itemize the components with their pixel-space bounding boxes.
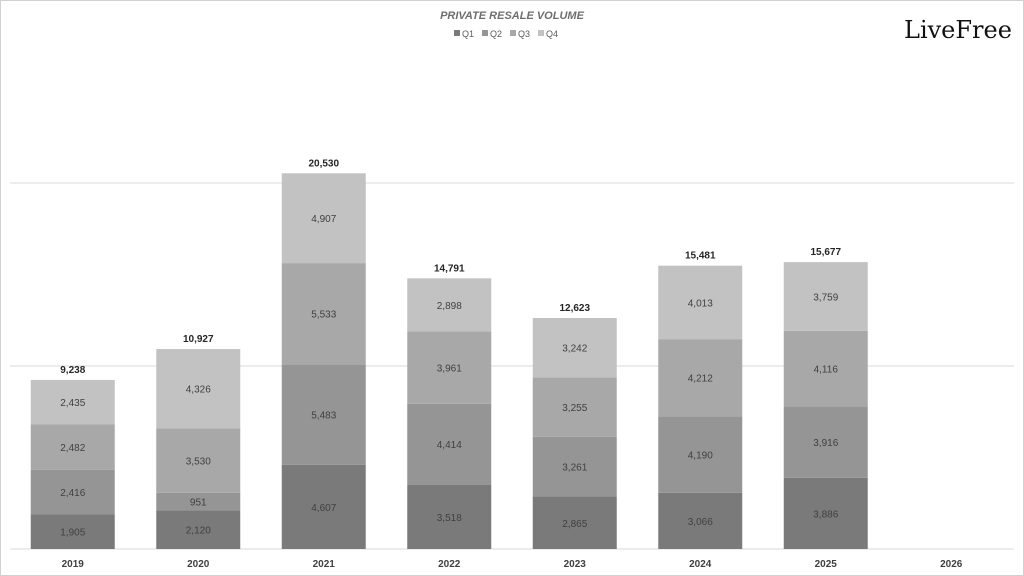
data-label-q3-2019: 2,482 <box>60 443 85 454</box>
data-label-q2-2019: 2,416 <box>60 488 85 499</box>
total-label-2023: 12,623 <box>559 303 590 314</box>
legend-swatch-q1 <box>454 30 460 36</box>
legend-label-q1: Q1 <box>462 29 474 39</box>
data-label-q3-2021: 5,533 <box>311 310 336 321</box>
bar-segment-q2-2024 <box>658 416 743 493</box>
bar-segment-q1-2020 <box>156 510 241 549</box>
data-label-q1-2019: 1,905 <box>60 528 85 539</box>
bar-segment-q2-2025 <box>783 406 868 478</box>
data-label-q2-2022: 4,414 <box>437 440 462 451</box>
bar-segment-q3-2023 <box>532 377 617 437</box>
bar-segment-q3-2021 <box>281 263 366 365</box>
bar-segment-q3-2024 <box>658 339 743 417</box>
x-tick-label-2023: 2023 <box>564 559 587 570</box>
total-label-2020: 10,927 <box>183 334 214 345</box>
data-label-q4-2020: 4,326 <box>186 385 211 396</box>
legend-swatch-q2 <box>482 30 488 36</box>
data-label-q1-2021: 4,607 <box>311 503 336 514</box>
chart-title: PRIVATE RESALE VOLUME <box>440 10 584 22</box>
bar-segment-q4-2020 <box>156 349 241 429</box>
legend-label-q3: Q3 <box>518 29 530 39</box>
bar-segment-q1-2024 <box>658 492 743 549</box>
data-label-q1-2025: 3,886 <box>813 509 838 520</box>
bar-segment-q2-2023 <box>532 436 617 497</box>
bar-segment-q4-2021 <box>281 173 366 264</box>
x-tick-label-2022: 2022 <box>438 559 461 570</box>
bar-segment-q1-2019 <box>30 514 115 549</box>
data-label-q1-2024: 3,066 <box>688 517 713 528</box>
bar-segment-q1-2021 <box>281 464 366 549</box>
total-label-2024: 15,481 <box>685 251 716 262</box>
bar-segment-q3-2025 <box>783 330 868 407</box>
data-label-q1-2020: 2,120 <box>186 526 211 537</box>
total-label-2019: 9,238 <box>60 365 85 376</box>
data-label-q1-2022: 3,518 <box>437 513 462 524</box>
legend-swatch-q4 <box>538 30 544 36</box>
bar-segment-q4-2022 <box>407 278 492 332</box>
data-label-q2-2024: 4,190 <box>688 451 713 462</box>
x-tick-label-2021: 2021 <box>313 559 336 570</box>
bar-segment-q2-2020 <box>156 492 241 511</box>
x-tick-label-2020: 2020 <box>187 559 210 570</box>
bar-segment-q2-2021 <box>281 364 366 465</box>
total-label-2022: 14,791 <box>434 263 465 274</box>
x-tick-label-2024: 2024 <box>689 559 712 570</box>
data-label-q4-2024: 4,013 <box>688 298 713 309</box>
bar-segment-q1-2022 <box>407 484 492 549</box>
bar-segment-q4-2024 <box>658 265 743 340</box>
bar-segment-q1-2025 <box>783 477 868 549</box>
bar-segment-q2-2019 <box>30 469 115 515</box>
data-label-q2-2021: 5,483 <box>311 411 336 422</box>
bars: 1,905 2,416 2,482 2,435 9,238 2,120 951 3,530 4,… <box>30 158 868 549</box>
bar-segment-q4-2025 <box>783 262 868 331</box>
total-label-2025: 15,677 <box>810 247 841 258</box>
data-label-q2-2025: 3,916 <box>813 438 838 449</box>
legend-swatch-q3 <box>510 30 516 36</box>
x-tick-label-2026: 2026 <box>940 559 963 570</box>
x-axis: 2019 2020 2021 2022 2023 2024 2025 2026 <box>62 559 963 570</box>
bar-segment-q4-2019 <box>30 379 115 425</box>
data-label-q2-2023: 3,261 <box>562 463 587 474</box>
data-label-q3-2022: 3,961 <box>437 364 462 375</box>
data-label-q4-2023: 3,242 <box>562 344 587 355</box>
data-label-q3-2023: 3,255 <box>562 403 587 414</box>
legend-label-q2: Q2 <box>490 29 502 39</box>
data-label-q4-2025: 3,759 <box>813 293 838 304</box>
bar-segment-q3-2022 <box>407 331 492 404</box>
bar-segment-q3-2019 <box>30 424 115 470</box>
brand-logo: LiveFree <box>904 16 1012 44</box>
bar-segment-q2-2022 <box>407 403 492 485</box>
data-label-q4-2019: 2,435 <box>60 398 85 409</box>
x-tick-label-2025: 2025 <box>815 559 838 570</box>
data-label-q3-2025: 4,116 <box>814 365 839 376</box>
legend: Q1 Q2 Q3 Q4 <box>454 29 558 39</box>
total-label-2021: 20,530 <box>308 158 339 169</box>
bar-segment-q1-2023 <box>532 496 617 549</box>
x-tick-label-2019: 2019 <box>62 559 85 570</box>
legend-label-q4: Q4 <box>546 29 558 39</box>
bar-segment-q4-2023 <box>532 317 617 378</box>
data-label-q3-2024: 4,212 <box>688 374 713 385</box>
data-label-q1-2023: 2,865 <box>562 519 587 530</box>
data-label-q3-2020: 3,530 <box>186 457 211 468</box>
data-label-q4-2021: 4,907 <box>311 214 336 225</box>
bar-segment-q3-2020 <box>156 428 241 493</box>
data-label-q4-2022: 2,898 <box>437 301 462 312</box>
data-label-q2-2020: 951 <box>190 498 207 509</box>
